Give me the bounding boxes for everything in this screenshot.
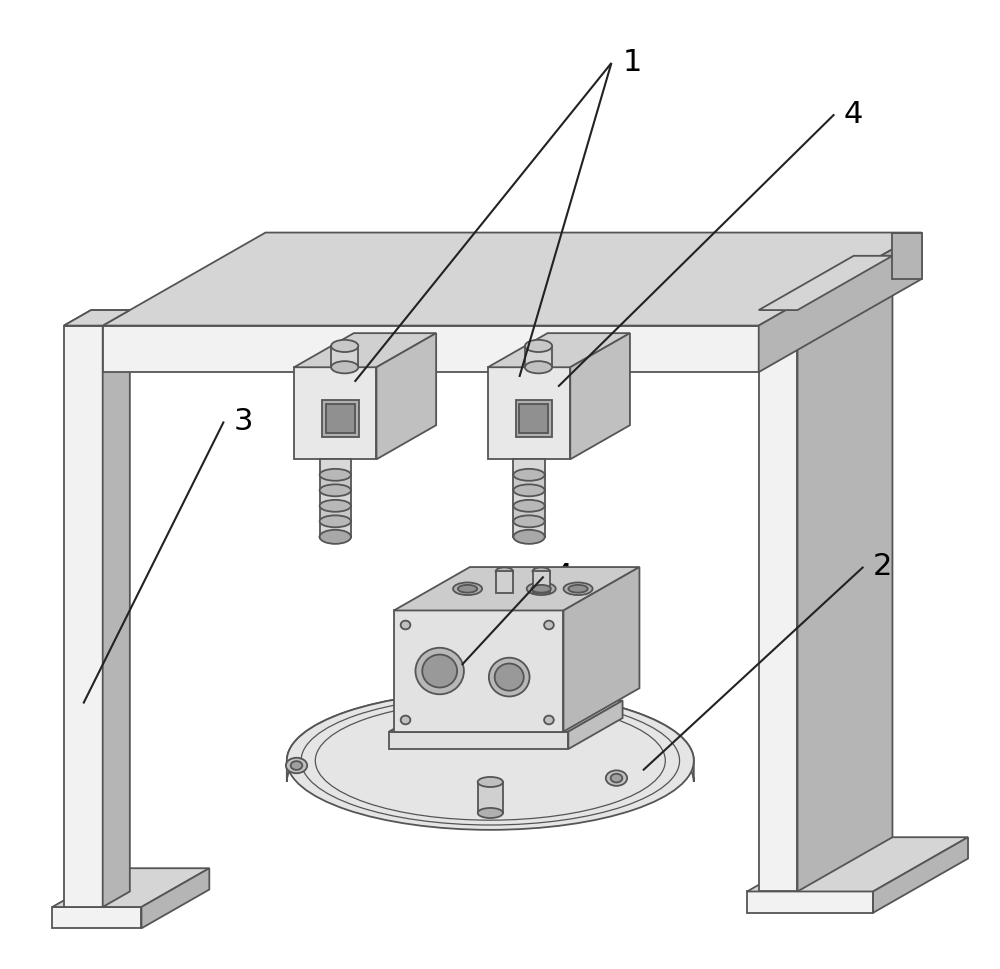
Polygon shape (320, 475, 351, 490)
Polygon shape (103, 326, 759, 372)
Polygon shape (570, 333, 630, 459)
Polygon shape (496, 572, 513, 593)
Ellipse shape (533, 568, 550, 576)
Polygon shape (513, 506, 545, 521)
Ellipse shape (478, 777, 503, 787)
Ellipse shape (422, 655, 457, 688)
Polygon shape (759, 256, 892, 310)
Polygon shape (873, 837, 968, 913)
Polygon shape (389, 701, 623, 732)
Polygon shape (64, 310, 130, 326)
Ellipse shape (331, 361, 358, 373)
Ellipse shape (568, 585, 588, 593)
Text: 4: 4 (844, 100, 863, 129)
Polygon shape (892, 233, 922, 279)
Polygon shape (513, 490, 545, 506)
Polygon shape (478, 782, 503, 813)
Polygon shape (322, 400, 359, 437)
Ellipse shape (320, 531, 351, 543)
Polygon shape (103, 233, 922, 326)
Polygon shape (52, 907, 141, 928)
Ellipse shape (320, 500, 351, 512)
Polygon shape (797, 256, 892, 891)
Polygon shape (103, 310, 130, 907)
Polygon shape (759, 256, 892, 310)
Polygon shape (389, 732, 568, 749)
Ellipse shape (606, 770, 627, 786)
Polygon shape (488, 367, 570, 459)
Polygon shape (320, 521, 351, 537)
Polygon shape (747, 837, 968, 891)
Ellipse shape (513, 516, 545, 527)
Polygon shape (513, 475, 545, 490)
Polygon shape (320, 490, 351, 506)
Ellipse shape (532, 585, 551, 593)
Ellipse shape (458, 585, 477, 593)
Ellipse shape (496, 568, 513, 576)
Polygon shape (488, 333, 630, 367)
Ellipse shape (544, 715, 554, 725)
Ellipse shape (331, 340, 358, 352)
Ellipse shape (513, 531, 545, 543)
Polygon shape (563, 567, 639, 732)
Text: 4: 4 (553, 562, 573, 591)
Polygon shape (394, 567, 639, 610)
Polygon shape (759, 233, 922, 372)
Polygon shape (320, 459, 351, 475)
Polygon shape (519, 404, 548, 433)
Ellipse shape (401, 715, 410, 725)
Polygon shape (294, 333, 436, 367)
Polygon shape (320, 506, 351, 521)
Ellipse shape (415, 648, 464, 694)
Polygon shape (394, 610, 563, 732)
Polygon shape (525, 346, 552, 367)
Polygon shape (759, 310, 797, 891)
Text: 1: 1 (623, 48, 642, 78)
Ellipse shape (513, 469, 545, 481)
Ellipse shape (513, 500, 545, 512)
Polygon shape (52, 868, 209, 907)
Ellipse shape (495, 664, 524, 691)
Ellipse shape (287, 692, 694, 829)
Polygon shape (568, 701, 623, 749)
Ellipse shape (513, 484, 545, 496)
Ellipse shape (478, 808, 503, 818)
Polygon shape (326, 404, 355, 433)
Ellipse shape (489, 658, 530, 697)
Ellipse shape (401, 620, 410, 630)
Ellipse shape (527, 582, 556, 595)
Ellipse shape (320, 516, 351, 527)
Ellipse shape (513, 530, 545, 544)
Text: 3: 3 (234, 407, 253, 436)
Polygon shape (513, 521, 545, 537)
Ellipse shape (525, 340, 552, 352)
Ellipse shape (291, 762, 302, 769)
Polygon shape (513, 459, 545, 475)
Ellipse shape (453, 582, 482, 595)
Ellipse shape (525, 361, 552, 373)
Polygon shape (331, 346, 358, 367)
Polygon shape (376, 333, 436, 459)
Polygon shape (64, 326, 103, 907)
Ellipse shape (544, 620, 554, 630)
Ellipse shape (320, 469, 351, 481)
Polygon shape (141, 868, 209, 928)
Polygon shape (533, 572, 550, 593)
Polygon shape (287, 692, 694, 782)
Ellipse shape (320, 484, 351, 496)
Polygon shape (516, 400, 552, 437)
Polygon shape (64, 310, 130, 326)
Polygon shape (747, 891, 873, 913)
Polygon shape (294, 367, 376, 459)
Ellipse shape (564, 582, 593, 595)
Ellipse shape (611, 773, 622, 783)
Ellipse shape (320, 530, 351, 544)
Ellipse shape (286, 758, 307, 773)
Text: 2: 2 (873, 552, 892, 581)
